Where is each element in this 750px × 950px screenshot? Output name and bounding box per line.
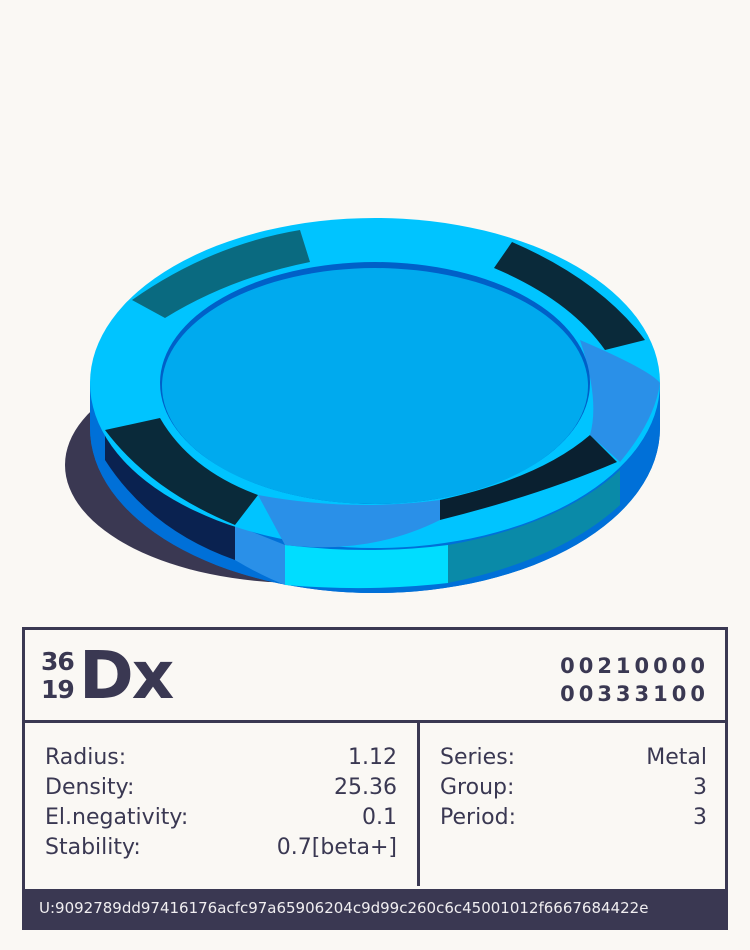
property-row: Series: Metal <box>440 743 707 773</box>
property-label: Series: <box>440 745 516 770</box>
property-row: Radius: 1.12 <box>45 743 397 773</box>
chip-illustration <box>65 218 660 593</box>
property-value: 1.12 <box>348 745 397 770</box>
properties-left: Radius: 1.12 Density: 25.36 El.negativity:… <box>25 723 420 886</box>
property-label: Radius: <box>45 745 127 770</box>
property-value: 3 <box>693 775 707 800</box>
property-value: 0.7[beta+] <box>276 835 397 860</box>
property-row: Group: 3 <box>440 773 707 803</box>
nuclide-numbers: 36 19 <box>41 647 75 704</box>
property-label: Density: <box>45 775 135 800</box>
property-value: 0.1 <box>362 805 397 830</box>
uid-footer: U:9092789dd97416176acfc97a65906204c9d99c… <box>25 889 725 927</box>
atomic-number: 19 <box>41 675 75 704</box>
property-row: Density: 25.36 <box>45 773 397 803</box>
property-value: Metal <box>646 745 707 770</box>
element-codes: 00210000 00333100 <box>560 652 709 708</box>
property-row: Period: 3 <box>440 803 707 833</box>
property-row: El.negativity: 0.1 <box>45 803 397 833</box>
property-label: El.negativity: <box>45 805 189 830</box>
property-value: 3 <box>693 805 707 830</box>
property-label: Group: <box>440 775 515 800</box>
mass-number: 36 <box>41 647 75 676</box>
code-line: 00210000 <box>560 654 709 678</box>
properties-right: Series: Metal Group: 3 Period: 3 <box>420 723 725 886</box>
property-row: Stability: 0.7[beta+] <box>45 833 397 863</box>
property-label: Period: <box>440 805 517 830</box>
code-line: 00333100 <box>560 682 709 706</box>
element-header: 36 19 Dx 00210000 00333100 <box>25 630 725 723</box>
property-value: 25.36 <box>334 775 397 800</box>
chip-face <box>162 268 588 504</box>
element-card: 36 19 Dx 00210000 00333100 Radius: 1.12 D… <box>22 627 728 930</box>
property-label: Stability: <box>45 835 141 860</box>
element-symbol: Dx <box>79 637 174 714</box>
